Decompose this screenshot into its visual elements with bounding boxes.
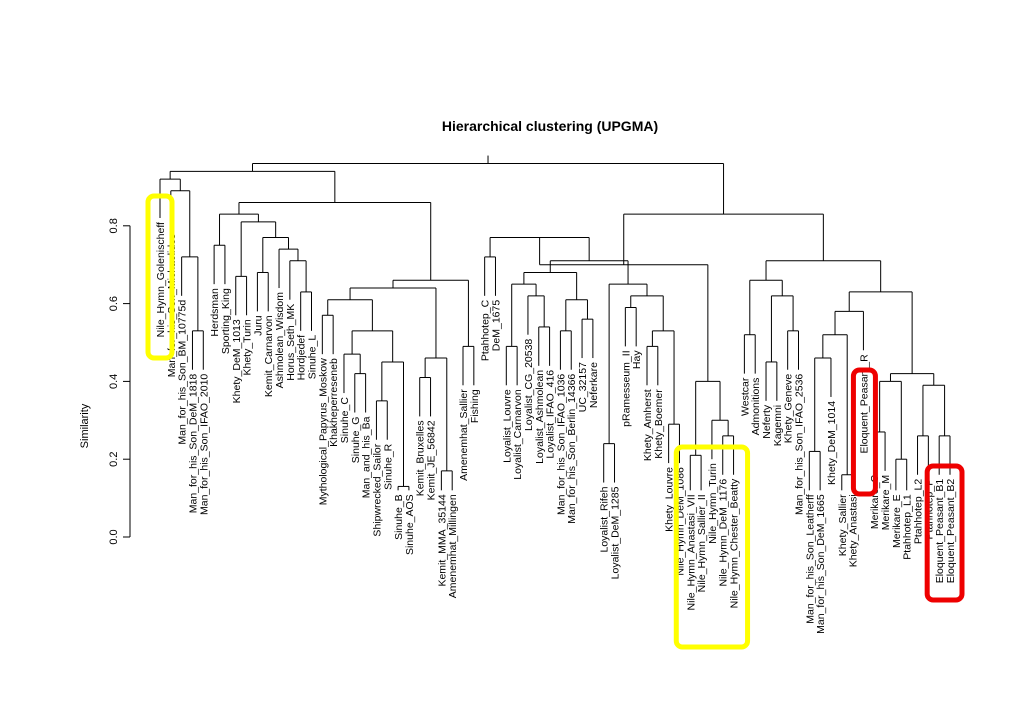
leaf-label: Ptahhotep_C [480,299,492,361]
leaf-label: Nile_Hymn_Anastasi_VII [685,494,697,610]
leaf-label: Sinuhe_L [307,335,319,380]
y-tick-label: 0.2 [108,452,120,467]
leaf-label: Man_for_his_Son_DeM_1818 [187,374,199,514]
leaf-labels: Nile_Hymn_GolenischeffMan_for_his_Son_Mi… [155,222,957,634]
leaf-label: Mythological_Papyrus_Moskow [317,358,329,505]
leaf-label: Sinuhe_C [339,397,351,444]
y-tick-label: 0.8 [108,218,120,233]
leaf-label: Westcar [739,377,751,416]
leaf-label: Admonitions [750,378,762,436]
leaf-label: Kemit_Bruxelles [415,420,427,496]
leaf-label: Khety_Sallier [837,494,849,556]
leaf-label: Sinuhe_R [382,443,394,490]
leaf-label: Khety_Louvre [664,467,676,532]
leaf-label: Nile_Hymn_Chester_Beatty [729,478,741,608]
leaf-label: Loyalist_Ashmolean [534,370,546,464]
leaf-label: Khety_Turin [242,319,254,375]
chart-title: Hierarchical clustering (UPGMA) [442,118,658,134]
leaf-label: Fishing [469,389,481,423]
leaf-label: Eloquent_Peasant_B1 [934,479,946,584]
leaf-label: Nile_Hymn_Sallier_II [696,494,708,592]
highlight-box-nile-golenischeff [145,193,175,361]
highlight-box-eloquent-peasant-r [850,367,878,497]
leaf-label: pRamesseum_II [620,350,632,426]
highlight-box-nile-hymns [673,444,751,650]
leaf-label: Loyalist_Rifeh [599,486,611,552]
leaf-label: Horus_Seth_MK [285,304,297,381]
leaf-label: Kemit_MMA_35144 [436,494,448,586]
dendrogram-branches [159,155,951,491]
leaf-label: Khety_Amherst [642,389,654,461]
leaf-label: Kemit_JE_56842 [426,420,438,500]
leaf-label: Shipwrecked_Sailor [371,443,383,536]
leaf-label: Khety_DeM_1013 [231,319,243,403]
leaf-label: Loyalist_Carnarvon [512,389,524,480]
y-tick-label: 0.6 [108,296,120,311]
leaf-label: Eloquent_Peasant_R [858,354,870,454]
highlight-boxes [145,193,965,650]
leaf-label: Man_for_his_Son_DeM_1665 [815,494,827,634]
leaf-label: Sinuhe_AOS [404,494,416,555]
leaf-label: Khakheperreseneb [328,358,340,447]
leaf-label: Ashmolean_Wisdom [274,292,286,389]
leaf-label: Amenemhat_Millingen [447,494,459,598]
leaf-label: Nile_Hymn_DeM_1176 [718,479,730,587]
leaf-label: Herdsman [209,288,221,337]
highlight-box-eloquent-peasant-b [924,463,965,603]
leaf-label: Hordjedef [296,335,308,381]
leaf-label: Merikare_M [880,475,892,530]
leaf-label: Ptahhotep_L1 [902,494,914,560]
leaf-label: Neferty [761,404,773,439]
leaf-label: Nile_Hymn_Turin [707,463,719,544]
leaf-label: Khety_DeM_1014 [826,401,838,485]
leaf-label: Ptahhotep_L2 [913,479,925,545]
leaf-label: Khety_Geneve [783,374,795,444]
leaf-label: Sporting_King [220,288,232,354]
leaf-label: Man_for_his_Son_IFAO_1036 [555,374,567,515]
leaf-label: Man_for_his_Son_IFAO_2010 [198,374,210,515]
leaf-label: Khety_Boemer [653,389,665,459]
y-axis: 0.0 0.2 0.4 0.6 0.8 [108,218,131,545]
leaf-label: Kagemni [772,405,784,446]
leaf-label: Hay [631,350,643,369]
leaf-label: Nile_Hymn_Golenischeff [155,222,167,337]
leaf-label: Loyalist_DeM_1285 [610,486,622,579]
leaf-label: Merikare_C [869,474,881,529]
y-tick-label: 0.0 [108,529,120,544]
leaf-label: Merikare_E [891,494,903,548]
leaf-label: Loyalist_IFAO_416 [545,370,557,459]
leaf-label: Man_for_his_Son_Leatherff [804,494,816,623]
leaf-label: Kemit_Carnarvon [263,315,275,397]
leaf-label: DeM_1675 [490,300,502,352]
leaf-label: Loyalist_CG_20538 [523,339,535,431]
leaf-label: Man_for_his_Son_IFAO_2536 [793,374,805,515]
leaf-label: Loyalist_Louvre [501,389,513,463]
y-tick-label: 0.4 [108,374,120,389]
leaf-label: Amenemhat_Sallier [458,389,470,481]
leaf-label: Sinuhe_G [350,417,362,464]
leaf-label: UC_32157 [577,362,589,412]
leaf-label: Juru [252,315,264,336]
leaf-label: Man_and_his_Ba [361,416,373,498]
leaf-label: Neferkare [588,362,600,408]
leaf-label: Man_for_his_Son_BM_10775d [177,300,189,445]
leaf-label: Man_for_his_Son_Berlin_14366 [566,374,578,524]
leaf-label: Sinuhe_B [393,494,405,540]
leaf-label: Khety_Anastasi [848,494,860,567]
y-axis-label: Similarity [79,403,91,448]
leaf-label: Eloquent_Peasant_B2 [945,479,957,584]
